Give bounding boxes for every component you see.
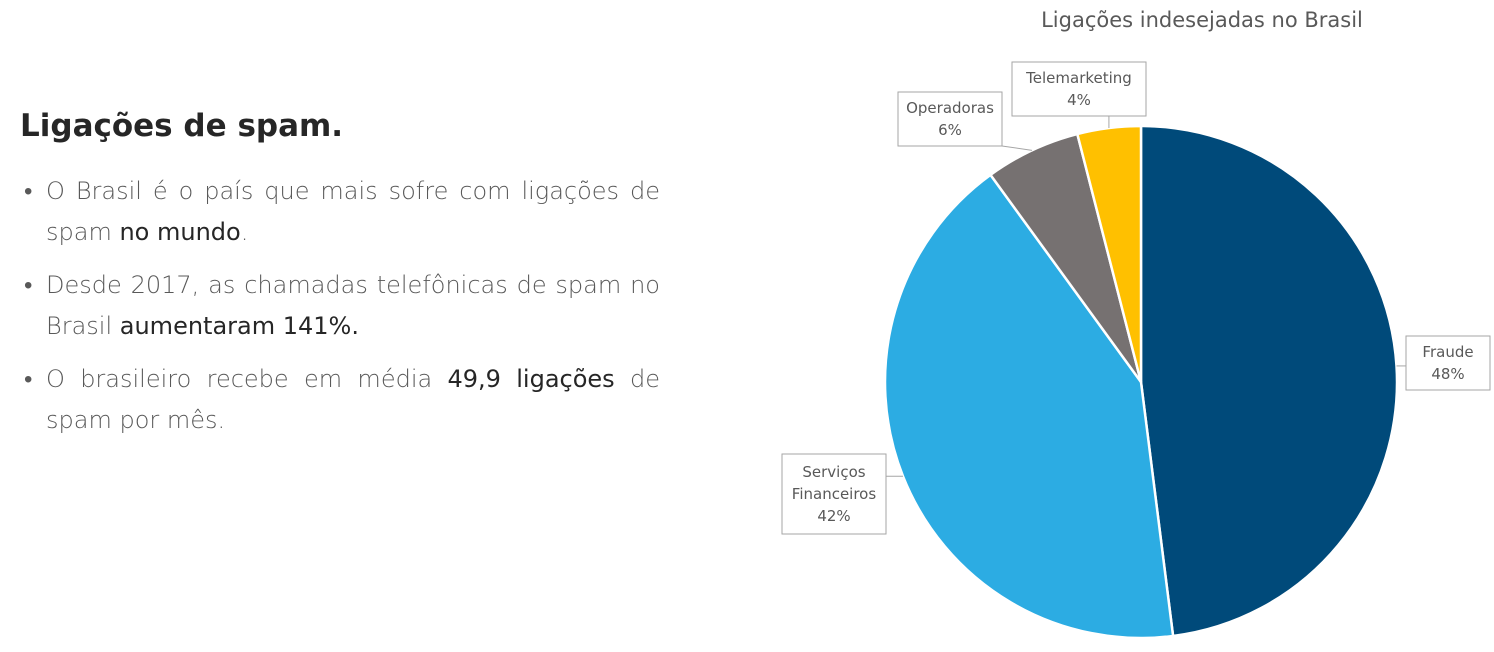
pie-slice-telemarketing [1075,124,1143,383]
data-label-value: 4% [1067,91,1091,109]
bullet-highlight: no mundo [119,218,241,247]
data-label-value: 6% [938,121,962,139]
bullet-text: Desde 2017, as chamadas telefônicas de s… [46,271,660,341]
data-label-name: Operadoras [906,99,994,117]
bullet-text-end: de spam por mês. [46,365,660,435]
data-label-name: Fraude [1422,343,1473,361]
data-label-serviços-financeiros: Serviços Financeiros 42% [781,453,887,535]
bullet-item: O brasileiro recebe em média 49,9 ligaçõ… [20,359,660,441]
bullet-text: O Brasil é o país que mais sofre com lig… [46,177,660,247]
pie-slice-serviços-financeiros [883,173,1175,640]
bullet-item: Desde 2017, as chamadas telefônicas de s… [20,265,660,347]
pie-slice-fraude [1139,124,1399,638]
leader-line [1001,145,1033,151]
data-label-fraude: Fraude 48% [1405,335,1491,391]
data-label-operadoras: Operadoras 6% [897,91,1003,147]
data-label-name: Telemarketing [1025,69,1132,87]
data-label-value: 48% [1431,365,1464,383]
bullet-highlight: aumentaram 141%. [119,312,359,341]
data-label-name: Financeiros [792,485,877,503]
bullet-item: O Brasil é o país que mais sofre com lig… [20,171,660,253]
pie-chart: Ligações indesejadas no Brasil Fraude 48%… [770,0,1494,652]
data-label-telemarketing: Telemarketing 4% [1011,61,1147,117]
bullet-text: O brasileiro recebe em média [46,365,448,394]
pie-chart-svg: Fraude 48% Serviços Financeiros 42% Operadora… [781,61,1491,640]
bullet-list: O Brasil é o país que mais sofre com lig… [20,171,660,441]
bullet-text-end: . [240,218,249,247]
chart-title: Ligações indesejadas no Brasil [1041,8,1363,32]
text-panel: Ligações de spam. O Brasil é o país que … [20,108,660,453]
bullet-highlight: 49,9 ligações [447,365,615,394]
heading: Ligações de spam. [20,108,344,144]
data-label-name: Serviços [802,463,865,481]
data-label-value: 42% [817,507,850,525]
